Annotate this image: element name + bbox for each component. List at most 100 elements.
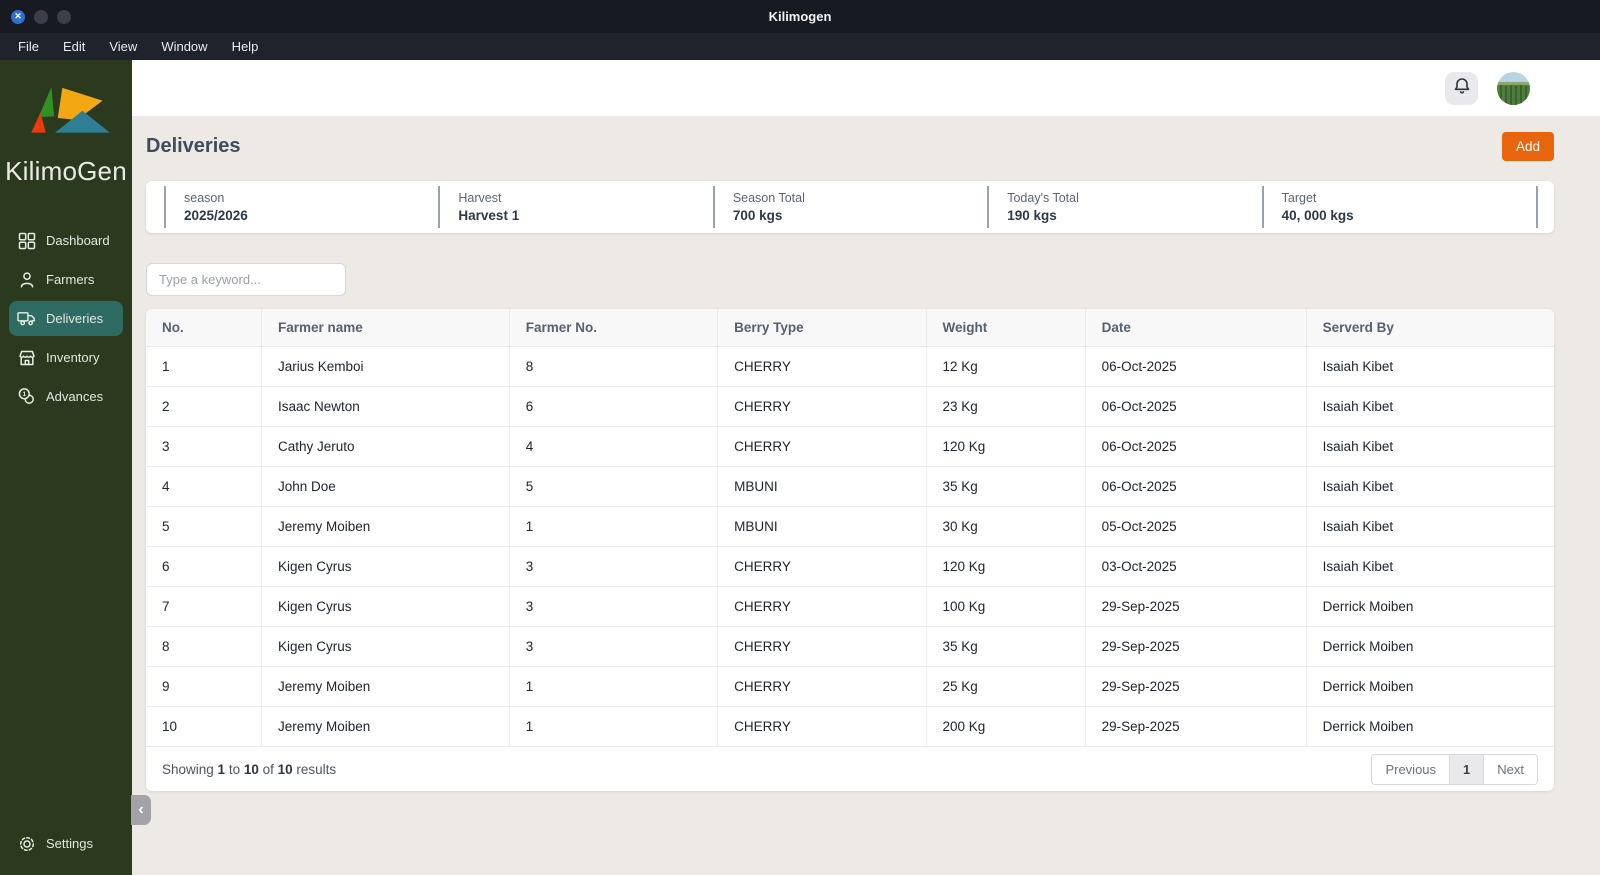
window-minimize-button[interactable]	[34, 9, 48, 24]
results-summary: Showing 1 to 10 of 10 results	[162, 761, 337, 777]
deliveries-table: No. Farmer name Farmer No. Berry Type We…	[146, 309, 1554, 746]
table-cell: Jeremy Moiben	[260, 706, 510, 746]
table-cell: 1	[146, 346, 262, 387]
table-cell: CHERRY	[717, 386, 926, 427]
table-cell: 3	[508, 626, 718, 667]
stat-value: Harvest 1	[458, 208, 520, 223]
brand-name: KilimoGen	[5, 156, 127, 186]
table-cell: 5	[508, 466, 718, 507]
sidebar-item-label: Settings	[46, 836, 93, 851]
stat-value: 190 kgs	[1007, 208, 1057, 223]
table-cell: 120 Kg	[925, 426, 1086, 467]
stat-season: season 2025/2026	[164, 186, 438, 228]
table-row: 10 Jeremy Moiben 1 CHERRY 200 Kg 29-Sep-2025 D…	[146, 706, 1554, 746]
menu-item-file[interactable]: File	[18, 39, 39, 54]
sidebar-item-label: Inventory	[46, 350, 100, 365]
stat-label: Harvest	[458, 191, 502, 205]
person-icon	[17, 270, 36, 289]
sidebar-item-inventory[interactable]: Inventory	[9, 340, 123, 375]
table-cell: CHERRY	[717, 706, 926, 746]
table-cell: 29-Sep-2025	[1084, 666, 1307, 707]
table-cell: 4	[146, 466, 262, 507]
table-cell: Isaiah Kibet	[1305, 506, 1554, 547]
table-body: 1 Jarius Kemboi 8 CHERRY 12 Kg 06-Oct-2025 Isa…	[146, 346, 1554, 746]
stat-label: season	[184, 191, 225, 205]
menu-item-view[interactable]: View	[109, 39, 138, 54]
table-cell: 06-Oct-2025	[1084, 466, 1307, 507]
table-cell: MBUNI	[717, 506, 926, 547]
table-cell: 25 Kg	[925, 666, 1086, 707]
add-button[interactable]: Add	[1501, 132, 1554, 161]
table-row: 7 Kigen Cyrus 3 CHERRY 100 Kg 29-Sep-2025 Derr…	[146, 586, 1554, 627]
table-cell: 2	[146, 386, 262, 427]
table-row: 8 Kigen Cyrus 3 CHERRY 35 Kg 29-Sep-2025 Derri…	[146, 626, 1554, 667]
table-cell: 05-Oct-2025	[1084, 506, 1307, 547]
table-cell: 1	[508, 706, 718, 746]
sidebar-item-advances[interactable]: 1 Advances	[9, 379, 123, 414]
stat-value: 40, 000 kgs	[1281, 208, 1354, 223]
search-input[interactable]	[146, 263, 346, 296]
previous-page-button[interactable]: Previous	[1372, 754, 1450, 784]
table-cell: CHERRY	[717, 426, 926, 467]
window-title: Kilimogen	[768, 9, 832, 24]
table-cell: 120 Kg	[925, 546, 1086, 587]
sidebar: KilimoGen Dashboard	[0, 60, 132, 875]
table-cell: 06-Oct-2025	[1084, 346, 1307, 387]
table-cell: 29-Sep-2025	[1084, 706, 1307, 746]
stat-todays-total: Today's Total 190 kgs	[987, 186, 1261, 228]
column-header-weight: Weight	[925, 309, 1086, 347]
kilimogen-logo	[31, 86, 110, 133]
table-cell: 03-Oct-2025	[1084, 546, 1307, 587]
user-avatar[interactable]	[1497, 71, 1530, 105]
sidebar-item-settings[interactable]: Settings	[9, 826, 123, 861]
menu-item-window[interactable]: Window	[161, 39, 208, 54]
column-header-served-by: Serverd By	[1305, 309, 1554, 347]
page-title: Deliveries	[146, 135, 241, 157]
table-cell: 30 Kg	[925, 506, 1086, 547]
table-cell: 23 Kg	[925, 386, 1086, 427]
sidebar-footer: Settings	[0, 826, 132, 875]
current-page-button[interactable]: 1	[1449, 754, 1484, 784]
titlebar: ✕ Kilimogen	[0, 0, 1600, 33]
sidebar-item-deliveries[interactable]: Deliveries	[9, 301, 123, 336]
next-page-button[interactable]: Next	[1483, 754, 1537, 784]
stat-harvest: Harvest Harvest 1	[438, 186, 712, 228]
table-cell: Derrick Moiben	[1305, 706, 1554, 746]
stats-card: season 2025/2026 Harvest Harvest 1 Seaso…	[146, 181, 1554, 233]
sidebar-item-farmers[interactable]: Farmers	[9, 262, 123, 297]
sidebar-item-label: Deliveries	[46, 311, 104, 326]
table-cell: 8	[508, 346, 718, 387]
table-cell: 29-Sep-2025	[1084, 626, 1307, 667]
menu-item-help[interactable]: Help	[231, 39, 259, 54]
table-row: 3 Cathy Jeruto 4 CHERRY 120 Kg 06-Oct-2025 Isa…	[146, 426, 1554, 467]
table-cell: 6	[146, 546, 262, 587]
sidebar-item-dashboard[interactable]: Dashboard	[9, 223, 123, 258]
table-row: 9 Jeremy Moiben 1 CHERRY 25 Kg 29-Sep-2025 Der…	[146, 666, 1554, 707]
sidebar-item-label: Farmers	[46, 272, 95, 287]
stat-label: Today's Total	[1007, 191, 1079, 205]
window-close-button[interactable]: ✕	[11, 9, 25, 24]
column-header-farmer-no: Farmer No.	[508, 309, 718, 347]
stat-label: Target	[1281, 191, 1317, 205]
table-cell: Isaiah Kibet	[1305, 346, 1554, 387]
table-cell: Kigen Cyrus	[260, 626, 510, 667]
stat-value: 700 kgs	[732, 208, 783, 223]
table-cell: Isaac Newton	[260, 386, 510, 427]
menu-item-edit[interactable]: Edit	[62, 39, 86, 54]
table-cell: Kigen Cyrus	[260, 586, 510, 627]
table-cell: Isaiah Kibet	[1305, 466, 1554, 507]
table-cell: CHERRY	[717, 346, 926, 387]
truck-icon	[17, 309, 36, 328]
table-cell: 8	[146, 626, 262, 667]
sidebar-item-label: Dashboard	[46, 233, 110, 248]
table-cell: 6	[508, 386, 718, 427]
store-icon	[17, 348, 36, 367]
table-cell: 35 Kg	[925, 466, 1086, 507]
window-maximize-button[interactable]	[57, 9, 71, 24]
window-controls: ✕	[11, 0, 71, 33]
sidebar-collapse-handle[interactable]: ‹	[131, 795, 151, 825]
table-cell: 06-Oct-2025	[1084, 426, 1307, 467]
table-row: 6 Kigen Cyrus 3 CHERRY 120 Kg 03-Oct-2025 Isai…	[146, 546, 1554, 587]
table-row: 5 Jeremy Moiben 1 MBUNI 30 Kg 05-Oct-2025 Isai…	[146, 506, 1554, 547]
notifications-button[interactable]	[1445, 71, 1478, 105]
